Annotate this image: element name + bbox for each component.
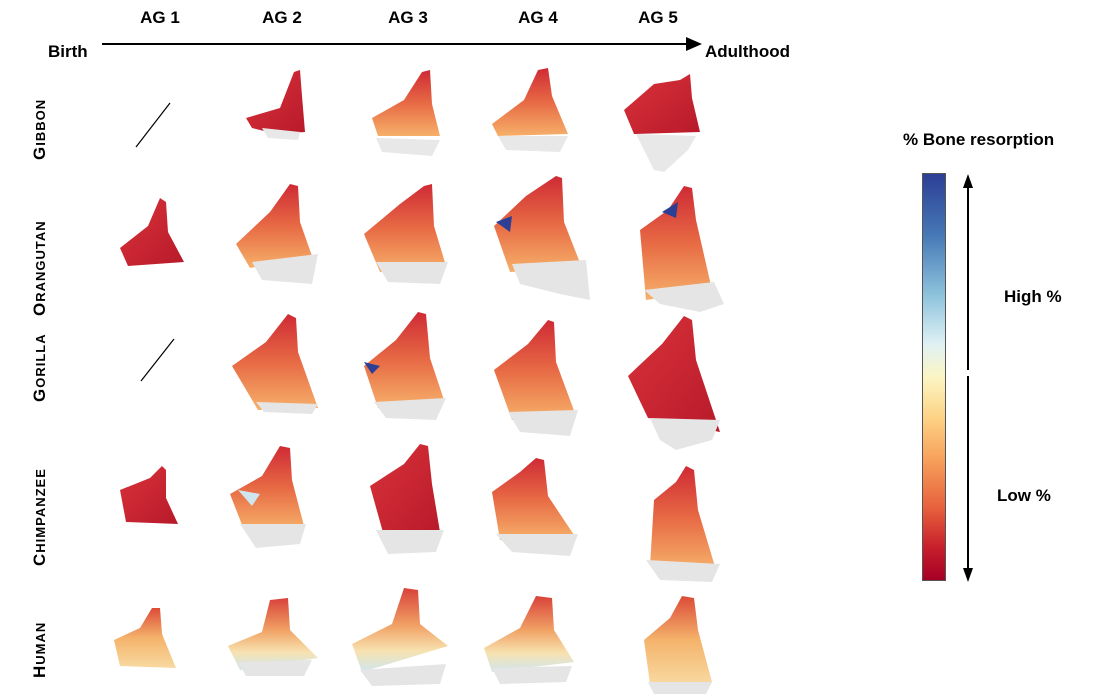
adulthood-label: Adulthood xyxy=(705,42,790,61)
chimpanzee-ag1-maxilla xyxy=(120,466,178,524)
age-group-4-label: AG 4 xyxy=(518,8,558,27)
legend-high-label: High % xyxy=(1004,287,1062,306)
human-ag1-maxilla xyxy=(114,608,176,668)
orangutan-ag1-maxilla xyxy=(120,198,184,266)
chimpanzee-ag4-maxilla xyxy=(492,458,578,556)
age-group-5-label: AG 5 xyxy=(638,8,678,27)
gibbon-ag5-maxilla xyxy=(624,74,700,172)
gorilla-ag2-maxilla xyxy=(232,314,318,414)
gorilla-ag3-maxilla xyxy=(364,312,446,420)
timeline-arrowhead xyxy=(686,37,702,51)
age-group-1-label: AG 1 xyxy=(140,8,180,27)
orangutan-ag3-maxilla xyxy=(364,184,448,284)
species-label-orangutan: ORANGUTAN xyxy=(30,220,49,316)
human-ag2-maxilla xyxy=(228,598,318,676)
chimpanzee-ag2-maxilla xyxy=(230,446,306,548)
orangutan-ag2-maxilla xyxy=(236,184,318,284)
missing-gorilla-ag1-slash xyxy=(140,338,175,382)
chimpanzee-ag3-maxilla xyxy=(370,444,444,554)
human-ag5-maxilla xyxy=(644,596,712,694)
gorilla-ag4-maxilla xyxy=(494,320,578,436)
legend-low-label: Low % xyxy=(997,486,1051,505)
orangutan-ag5-maxilla xyxy=(640,186,724,312)
species-label-gorilla: GORILLA xyxy=(30,333,49,402)
gorilla-ag5-maxilla xyxy=(628,316,720,450)
chimpanzee-ag5-maxilla xyxy=(646,466,720,582)
age-group-3-label: AG 3 xyxy=(388,8,428,27)
missing-gibbon-ag1-slash xyxy=(135,102,171,148)
gibbon-ag2-maxilla xyxy=(246,70,305,140)
gibbon-ag4-maxilla xyxy=(492,68,568,152)
legend-title: % Bone resorption xyxy=(903,130,1055,149)
age-group-2-label: AG 2 xyxy=(262,8,302,27)
human-ag3-maxilla xyxy=(352,588,448,686)
species-label-chimpanzee: CHIMPANZEE xyxy=(30,468,49,566)
gibbon-ag3-maxilla xyxy=(372,70,440,156)
birth-label: Birth xyxy=(48,42,88,61)
human-ag4-maxilla xyxy=(484,596,574,684)
low-arrowhead xyxy=(963,568,973,582)
species-label-human: HUMAN xyxy=(30,621,49,678)
high-arrowhead xyxy=(963,174,973,188)
colorbar xyxy=(922,173,946,581)
species-label-gibbon: GIBBON xyxy=(30,98,49,160)
orangutan-ag4-maxilla xyxy=(494,176,590,300)
